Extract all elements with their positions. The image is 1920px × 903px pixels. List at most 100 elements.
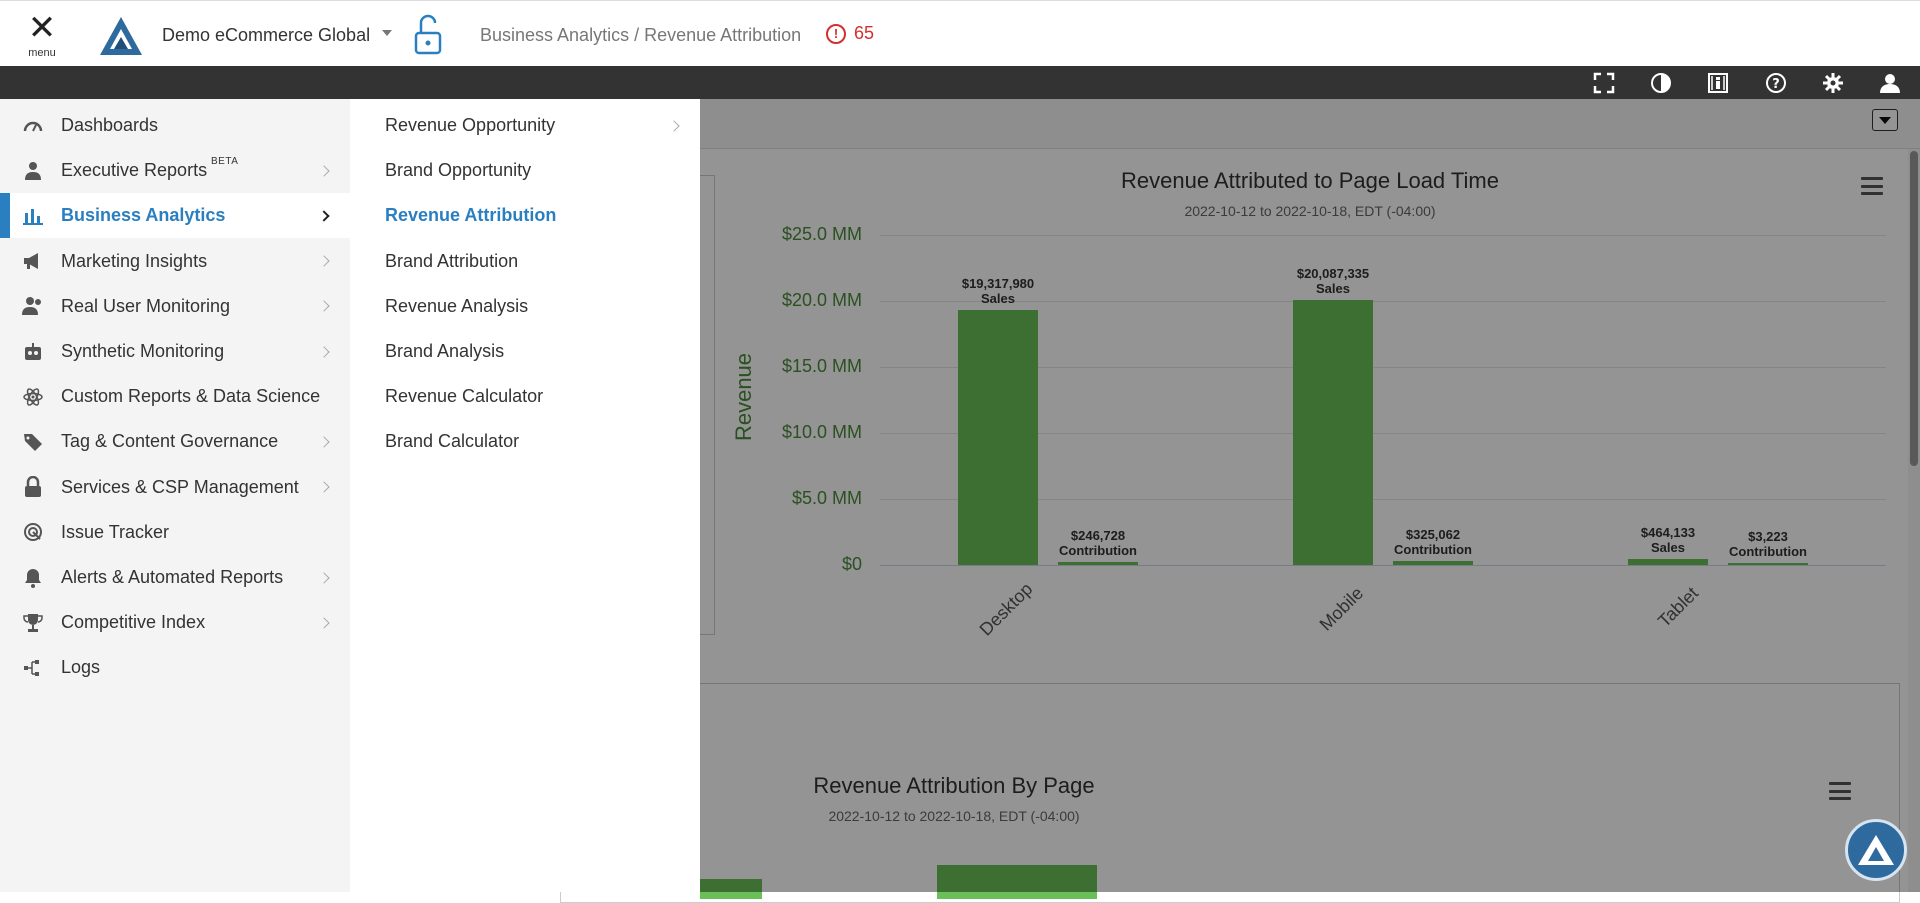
tags-icon xyxy=(22,431,44,453)
sidebar-item-label: Executive Reports xyxy=(61,160,208,181)
sidebar-item-label: Issue Tracker xyxy=(61,521,170,542)
submenu-item-brand-attribution[interactable]: Brand Attribution xyxy=(350,239,700,284)
chevron-right-icon xyxy=(318,255,330,267)
brand-logo xyxy=(100,17,142,55)
user-profile-icon[interactable] xyxy=(1878,71,1902,95)
assistant-fab-button[interactable] xyxy=(1845,819,1907,881)
data-label-series: Sales xyxy=(981,291,1015,306)
submenu-item-brand-analysis[interactable]: Brand Analysis xyxy=(350,329,700,374)
bar-sales-desktop[interactable] xyxy=(958,310,1038,565)
data-label-value: $19,317,980 xyxy=(961,276,1035,291)
submenu-item-label: Brand Analysis xyxy=(385,341,505,361)
chart-menu-icon-2[interactable] xyxy=(1829,782,1851,800)
sidebar-item-executive-reports[interactable]: Executive Reports BETA xyxy=(0,148,350,193)
sidebar-item-marketing-insights[interactable]: Marketing Insights xyxy=(0,239,350,284)
submenu-item-revenue-attribution[interactable]: Revenue Attribution xyxy=(350,193,700,238)
gauge-icon xyxy=(22,115,44,137)
bar-contribution-tablet[interactable] xyxy=(1728,563,1808,565)
svg-text:?: ? xyxy=(1772,77,1780,92)
data-label-value: $325,062 xyxy=(1405,526,1461,542)
sidebar-item-label: Competitive Index xyxy=(61,612,206,633)
gridline xyxy=(880,235,1886,236)
data-label-series: Contribution xyxy=(1729,544,1807,559)
data-label: $19,317,980 Sales xyxy=(938,276,1058,306)
sidebar-item-business-analytics[interactable]: Business Analytics xyxy=(0,193,350,239)
sidebar-item-custom-reports-data-science[interactable]: Custom Reports & Data Science xyxy=(0,374,350,419)
lock-icon xyxy=(22,476,44,498)
sidebar-item-services-csp-management[interactable]: Services & CSP Management xyxy=(0,465,350,510)
sidebar-item-label: Marketing Insights xyxy=(61,250,208,271)
gridline xyxy=(880,367,1886,368)
bar-sales-mobile[interactable] xyxy=(1293,299,1373,565)
settings-gear-icon[interactable] xyxy=(1821,71,1845,95)
gridline xyxy=(880,499,1886,500)
sidebar-item-label: Alerts & Automated Reports xyxy=(61,567,284,587)
chevron-right-icon xyxy=(318,617,330,629)
chevron-right-icon xyxy=(318,481,330,493)
bar-chart-icon xyxy=(22,205,44,227)
sidebar-item-competitive-index[interactable]: Competitive Index xyxy=(0,600,350,645)
trophy-icon xyxy=(22,612,44,634)
sidebar-item-label: Business Analytics xyxy=(61,205,226,226)
submenu-item-revenue-analysis[interactable]: Revenue Analysis xyxy=(350,284,700,329)
chevron-right-icon xyxy=(668,119,680,132)
alert-indicator[interactable]: ! 65 xyxy=(826,23,874,44)
alert-icon: ! xyxy=(826,23,846,44)
info-panel-icon[interactable] xyxy=(1706,71,1730,95)
sidebar-item-alerts-automated-reports[interactable]: Alerts & Automated Reports xyxy=(0,555,350,600)
bell-icon xyxy=(22,567,44,589)
executive-icon xyxy=(22,160,44,182)
data-label: $464,133 Sales xyxy=(1608,525,1728,555)
sidebar-item-tag-content-governance[interactable]: Tag & Content Governance xyxy=(0,419,350,464)
sidebar-item-real-user-monitoring[interactable]: Real User Monitoring xyxy=(0,284,350,329)
org-name[interactable]: Demo eCommerce Global xyxy=(162,25,371,45)
data-label: $246,728 Contribution xyxy=(1038,528,1158,558)
menu-label: menu xyxy=(28,47,56,59)
data-label-value: $464,133 xyxy=(1640,524,1696,540)
y-tick-label: $25.0 MM xyxy=(781,224,862,244)
submenu-item-revenue-opportunity[interactable]: Revenue Opportunity xyxy=(350,103,700,148)
users-icon xyxy=(22,295,44,317)
filter-collapse-button[interactable] xyxy=(1872,109,1898,131)
sidebar-item-dashboards[interactable]: Dashboards xyxy=(0,103,350,148)
sidebar-item-synthetic-monitoring[interactable]: Synthetic Monitoring xyxy=(0,329,350,374)
chart-menu-icon[interactable] xyxy=(1861,177,1883,195)
close-menu-button[interactable]: ✕ menu xyxy=(18,11,66,61)
robot-icon xyxy=(22,341,44,363)
chevron-right-icon xyxy=(318,165,330,177)
chevron-right-icon xyxy=(318,571,330,584)
chart-title: Revenue Attributed to Page Load Time xyxy=(1121,168,1499,193)
data-label-value: $246,728 xyxy=(1070,527,1126,543)
unlock-icon[interactable] xyxy=(412,13,444,57)
contrast-icon[interactable] xyxy=(1649,71,1673,95)
fullscreen-icon[interactable] xyxy=(1592,71,1616,95)
brand-logo-icon xyxy=(1858,835,1894,865)
top-header: ✕ menu Demo eCommerce Global Business An… xyxy=(0,0,1920,66)
close-icon: ✕ xyxy=(27,9,57,47)
submenu-item-brand-calculator[interactable]: Brand Calculator xyxy=(350,419,700,464)
data-label-value: $20,087,335 xyxy=(1296,265,1370,281)
data-label: $3,223 Contribution xyxy=(1708,529,1828,559)
sidebar-item-logs[interactable]: Logs xyxy=(0,645,350,690)
bar-contribution-desktop[interactable] xyxy=(1058,561,1138,565)
sidebar-item-label: Custom Reports & Data Science xyxy=(61,386,321,407)
logs-icon xyxy=(22,657,44,679)
submenu-item-label: Brand Calculator xyxy=(385,431,520,452)
sidebar-item-issue-tracker[interactable]: Issue Tracker xyxy=(0,510,350,555)
gridline xyxy=(880,565,1886,566)
help-icon[interactable]: ? xyxy=(1764,71,1788,95)
page-scrollbar-thumb[interactable] xyxy=(1910,151,1918,466)
sidebar-item-label: Real User Monitoring xyxy=(61,295,231,316)
sidebar-item-label: Logs xyxy=(61,657,101,678)
chevron-right-icon xyxy=(318,436,330,448)
bar-sales-tablet[interactable] xyxy=(1628,558,1708,565)
submenu-item-brand-opportunity[interactable]: Brand Opportunity xyxy=(350,148,700,193)
bar-contribution-mobile[interactable] xyxy=(1393,560,1473,565)
submenu-item-revenue-calculator[interactable]: Revenue Calculator xyxy=(350,374,700,419)
toolbar: ? xyxy=(0,66,1920,99)
sidebar-nav: Dashboards Executive Reports BETA Business … xyxy=(0,99,350,892)
atom-icon xyxy=(22,386,44,408)
chart-subtitle-2: 2022-10-12 to 2022-10-18, EDT (-04:00) xyxy=(828,808,1080,824)
gridline xyxy=(880,433,1886,434)
org-dropdown-icon[interactable] xyxy=(382,30,392,36)
